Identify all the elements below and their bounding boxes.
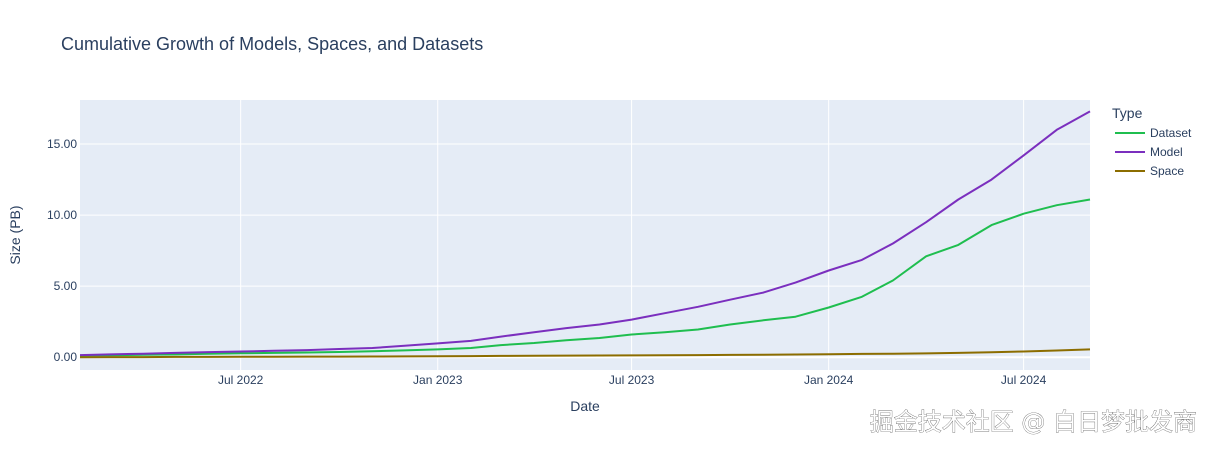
- legend-item-dataset: Dataset: [1150, 126, 1192, 140]
- x-tick-label: Jul 2023: [609, 373, 655, 387]
- x-axis-title: Date: [570, 398, 600, 414]
- series-lines: [79, 110, 1091, 359]
- series-line-model: [79, 110, 1091, 357]
- legend: Type Dataset Model Space: [1112, 105, 1192, 178]
- x-tick-label: Jan 2023: [413, 373, 463, 387]
- legend-item-model: Model: [1150, 145, 1183, 159]
- x-axis-ticks: Jul 2022 Jan 2023 Jul 2023 Jan 2024 Jul 2024: [218, 373, 1047, 387]
- watermark: 掘金技术社区 @ 白日梦批发商: [870, 408, 1197, 436]
- legend-item-space: Space: [1150, 164, 1184, 178]
- series-line-dataset: [79, 198, 1091, 357]
- x-tick-label: Jul 2022: [218, 373, 264, 387]
- series-line-space: [79, 348, 1091, 359]
- y-tick-label: 10.00: [47, 208, 77, 222]
- y-tick-label: 5.00: [54, 279, 78, 293]
- y-tick-label: 15.00: [47, 137, 77, 151]
- y-axis-ticks: 0.00 5.00 10.00 15.00: [47, 137, 77, 364]
- plot-area: [80, 100, 1090, 370]
- x-tick-label: Jul 2024: [1001, 373, 1047, 387]
- y-tick-label: 0.00: [54, 350, 78, 364]
- y-axis-title: Size (PB): [7, 205, 23, 264]
- chart-title: Cumulative Growth of Models, Spaces, and…: [61, 34, 483, 54]
- x-tick-label: Jan 2024: [804, 373, 854, 387]
- legend-title: Type: [1112, 105, 1143, 121]
